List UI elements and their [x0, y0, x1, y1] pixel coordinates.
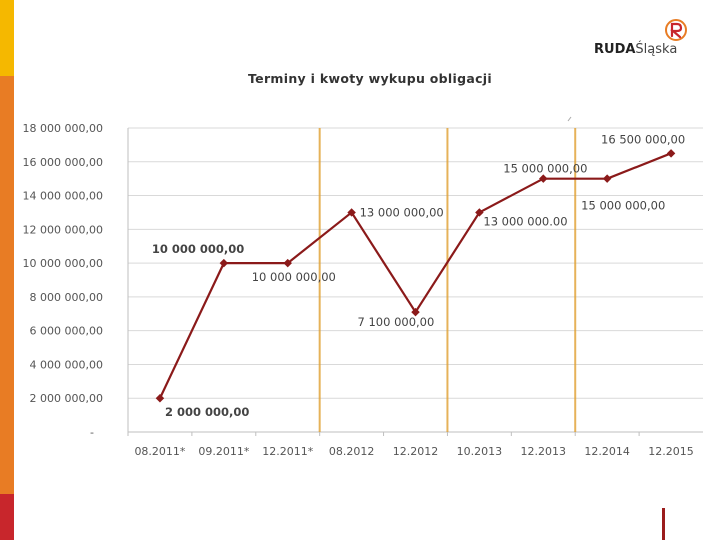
y-tick-label: 8 000 000,00 — [30, 291, 103, 304]
decorative-tick — [567, 116, 572, 122]
data-point — [666, 149, 676, 158]
x-tick-label: 12.2015 — [648, 445, 694, 458]
y-tick-label: - — [90, 426, 94, 439]
data-label: 7 100 000,00 — [358, 315, 435, 329]
data-label: 15 000 000,00 — [503, 162, 587, 176]
data-label: 10 000 000,00 — [152, 242, 244, 256]
chart-title: Terminy i kwoty wykupu obligacji — [248, 71, 492, 86]
data-label: 13 000 000,00 — [360, 205, 444, 219]
accent-bar-red — [0, 494, 14, 540]
data-point — [219, 258, 229, 268]
data-point — [475, 208, 484, 217]
accent-bar-orange — [0, 76, 14, 494]
data-label: 10 000 000,00 — [252, 270, 336, 284]
x-tick-label: 12.2012 — [393, 445, 439, 458]
logo-name-bold: RUDA — [594, 42, 636, 57]
x-tick-label: 09.2011* — [198, 445, 249, 458]
y-tick-label: 4 000 000,00 — [30, 358, 103, 371]
data-label: 16 500 000,00 — [601, 132, 685, 146]
data-point — [155, 393, 165, 403]
data-label: 13 000 000.00 — [483, 214, 567, 228]
data-point — [283, 258, 292, 268]
y-tick-label: 2 000 000,00 — [30, 392, 103, 405]
y-tick-label: 12 000 000,00 — [23, 223, 103, 236]
data-point — [411, 307, 420, 317]
x-tick-label: 12.2013 — [521, 445, 567, 458]
y-tick-label: 18 000 000,00 — [23, 122, 103, 135]
x-tick-label: 08.2012 — [329, 445, 375, 458]
y-tick-label: 6 000 000,00 — [30, 325, 103, 338]
data-point — [602, 174, 612, 183]
y-tick-label: 14 000 000,00 — [23, 190, 103, 203]
x-tick-label: 10.2013 — [457, 445, 503, 458]
series-line — [158, 152, 672, 399]
y-tick-label: 10 000 000,00 — [23, 257, 103, 270]
y-tick-label: 16 000 000,00 — [23, 156, 103, 169]
x-tick-label: 12.2014 — [584, 445, 630, 458]
ruda-slaska-logo: RUDAŚląska — [592, 18, 702, 60]
logo-name-light: Śląska — [635, 42, 678, 57]
slide-footer-mark — [662, 508, 665, 540]
logo-wordmark: RUDAŚląska — [594, 42, 677, 57]
x-tick-label: 08.2011* — [134, 445, 185, 458]
data-label: 15 000 000,00 — [581, 199, 665, 213]
data-label: 2 000 000,00 — [165, 405, 249, 419]
accent-bar-yellow — [0, 0, 14, 76]
ruda-slaska-emblem-icon — [665, 19, 687, 41]
data-point — [347, 208, 356, 217]
x-tick-label: 12.2011* — [262, 445, 313, 458]
data-point — [539, 174, 548, 183]
